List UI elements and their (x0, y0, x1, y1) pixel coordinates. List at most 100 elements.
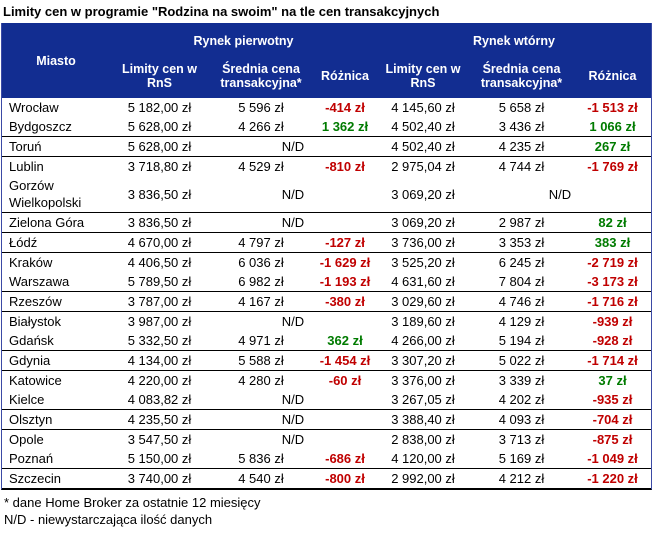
cell-primary-diff: -800 zł (325, 471, 365, 486)
cell-secondary-avg: 3 353 zł (498, 235, 545, 250)
cell-primary-nd: N/D (281, 186, 305, 202)
cell-primary-limit: 4 220,00 zł (127, 373, 192, 388)
table-row: Szczecin 3 740,00 zł 4 540 zł -800 zł 2 992,… (2, 469, 651, 489)
cell-secondary-limit: 2 838,00 zł (391, 432, 455, 447)
cell-primary-avg: 4 540 zł (238, 471, 284, 486)
cell-secondary-diff: 1 066 zł (589, 119, 636, 134)
cell-primary-limit: 5 182,00 zł (127, 100, 192, 115)
cell-city: Warszawa (9, 274, 70, 289)
cell-primary-limit: 5 150,00 zł (127, 451, 192, 466)
cell-city: Katowice (9, 373, 62, 388)
cell-primary-limit: 3 987,00 zł (127, 314, 192, 329)
cell-secondary-limit: 3 029,60 zł (391, 294, 455, 309)
cell-primary-avg: 5 588 zł (238, 353, 284, 368)
cell-primary-limit: 3 836,50 zł (127, 215, 192, 230)
cell-primary-avg: 4 797 zł (238, 235, 284, 250)
table-row: Lublin 3 718,80 zł 4 529 zł -810 zł 2 975,04… (2, 157, 651, 176)
cell-primary-limit: 5 628,00 zł (127, 119, 192, 134)
cell-secondary-diff: -939 zł (592, 314, 633, 329)
cell-secondary-limit: 4 631,60 zł (391, 274, 455, 289)
cell-primary-avg: 5 836 zł (238, 451, 284, 466)
footnote-nd: N/D - niewystarczająca ilość danych (4, 512, 213, 527)
cell-secondary-limit: 4 502,40 zł (391, 139, 455, 154)
table-body: Wrocław 5 182,00 zł 5 596 zł -414 zł 4 145,6… (2, 98, 651, 489)
cell-primary-limit: 4 083,82 zł (127, 392, 192, 407)
cell-primary-avg: 4 167 zł (238, 294, 284, 309)
cell-primary-avg: 6 036 zł (238, 255, 284, 270)
cell-city: Kraków (9, 255, 53, 270)
cell-secondary-avg: 2 987 zł (498, 215, 545, 230)
cell-city: Zielona Góra (9, 215, 85, 230)
cell-city: Białystok (9, 314, 62, 329)
cell-secondary-diff: -875 zł (592, 432, 633, 447)
cell-secondary-avg: 4 235 zł (498, 139, 545, 154)
cell-city: Toruń (9, 139, 42, 154)
cell-primary-diff: -414 zł (325, 100, 365, 115)
table-row: Łódź 4 670,00 zł 4 797 zł -127 zł 3 736,00 z… (2, 233, 651, 253)
cell-city: Łódź (9, 235, 38, 250)
cell-secondary-diff: 383 zł (594, 235, 631, 250)
cell-secondary-limit: 3 189,60 zł (391, 314, 455, 329)
cell-secondary-limit: 4 145,60 zł (391, 100, 455, 115)
cell-primary-nd: N/D (281, 314, 305, 329)
cell-secondary-diff: -2 719 zł (587, 255, 638, 270)
cell-secondary-avg: 3 339 zł (498, 373, 545, 388)
cell-primary-limit: 3 547,50 zł (127, 432, 192, 447)
cell-secondary-avg: 4 093 zł (498, 412, 545, 427)
cell-secondary-avg: 6 245 zł (498, 255, 545, 270)
cell-primary-avg: 5 596 zł (238, 100, 284, 115)
cell-city: Bydgoszcz (9, 119, 72, 134)
cell-city: Wrocław (9, 100, 59, 115)
cell-primary-nd: N/D (281, 139, 305, 154)
cell-secondary-diff: -1 714 zł (587, 353, 638, 368)
cell-secondary-avg: 3 713 zł (498, 432, 545, 447)
cell-primary-nd: N/D (281, 392, 305, 407)
cell-secondary-avg: 4 746 zł (498, 294, 545, 309)
cell-secondary-diff: -1 769 zł (587, 159, 638, 174)
cell-secondary-avg: 3 436 zł (498, 119, 545, 134)
footnote-source: * dane Home Broker za ostatnie 12 miesię… (4, 495, 261, 510)
table-row: Opole 3 547,50 zł N/D 2 838,00 zł 3 713 zł -8… (2, 430, 651, 449)
cell-primary-nd: N/D (281, 432, 305, 447)
cell-secondary-limit: 3 736,00 zł (391, 235, 455, 250)
cell-primary-limit: 3 787,00 zł (127, 294, 192, 309)
cell-secondary-diff: 37 zł (598, 373, 627, 388)
cell-city: Opole (9, 432, 44, 447)
cell-secondary-diff: -1 716 zł (587, 294, 638, 309)
col-header-miasto: Miasto (36, 53, 76, 68)
cell-secondary-limit: 3 388,40 zł (391, 412, 455, 427)
table-row: Gorzów Wielkopolski 3 836,50 zł N/D 3 069,2… (2, 176, 651, 213)
cell-primary-limit: 3 740,00 zł (127, 471, 192, 486)
cell-secondary-diff: -1 049 zł (587, 451, 638, 466)
cell-primary-diff: -1 193 zł (319, 274, 371, 289)
group-header-rynek-pierwotny: Rynek pierwotny (193, 34, 294, 48)
table-row: Wrocław 5 182,00 zł 5 596 zł -414 zł 4 145,6… (2, 98, 651, 117)
cell-primary-limit: 4 134,00 zł (127, 353, 192, 368)
table-row: Kraków 4 406,50 zł 6 036 zł -1 629 zł 3 525,… (2, 253, 651, 272)
cell-primary-diff: -127 zł (325, 235, 365, 250)
cell-secondary-diff: -928 zł (592, 333, 633, 348)
cell-city: Gdańsk (9, 333, 54, 348)
cell-primary-nd: N/D (281, 215, 305, 230)
cell-secondary-limit: 3 069,20 zł (391, 186, 455, 202)
cell-secondary-avg: 4 129 zł (498, 314, 545, 329)
cell-primary-avg: 6 982 zł (238, 274, 284, 289)
cell-secondary-limit: 4 502,40 zł (391, 119, 455, 134)
cell-secondary-avg: 4 212 zł (498, 471, 545, 486)
footnotes: * dane Home Broker za ostatnie 12 miesię… (0, 490, 653, 528)
cell-primary-diff: -686 zł (325, 451, 365, 466)
col-header-secondary-avg: Średnia cena transakcyjna* (480, 61, 563, 90)
cell-primary-limit: 5 332,50 zł (127, 333, 192, 348)
cell-primary-limit: 3 836,50 zł (127, 186, 192, 202)
cell-secondary-avg: 7 804 zł (498, 274, 545, 289)
cell-secondary-diff: -1 513 zł (587, 100, 638, 115)
cell-primary-limit: 4 406,50 zł (127, 255, 192, 270)
cell-city: Gdynia (9, 353, 51, 368)
cell-secondary-limit: 4 120,00 zł (391, 451, 455, 466)
col-header-primary-diff: Różnica (321, 68, 369, 83)
cell-secondary-diff: -3 173 zł (587, 274, 638, 289)
table-row: Rzeszów 3 787,00 zł 4 167 zł -380 zł 3 029,6… (2, 292, 651, 312)
table-row: Olsztyn 4 235,50 zł N/D 3 388,40 zł 4 093 zł… (2, 410, 651, 430)
table-row: Białystok 3 987,00 zł N/D 3 189,60 zł 4 129 … (2, 312, 651, 331)
cell-secondary-avg: 4 202 zł (498, 392, 545, 407)
